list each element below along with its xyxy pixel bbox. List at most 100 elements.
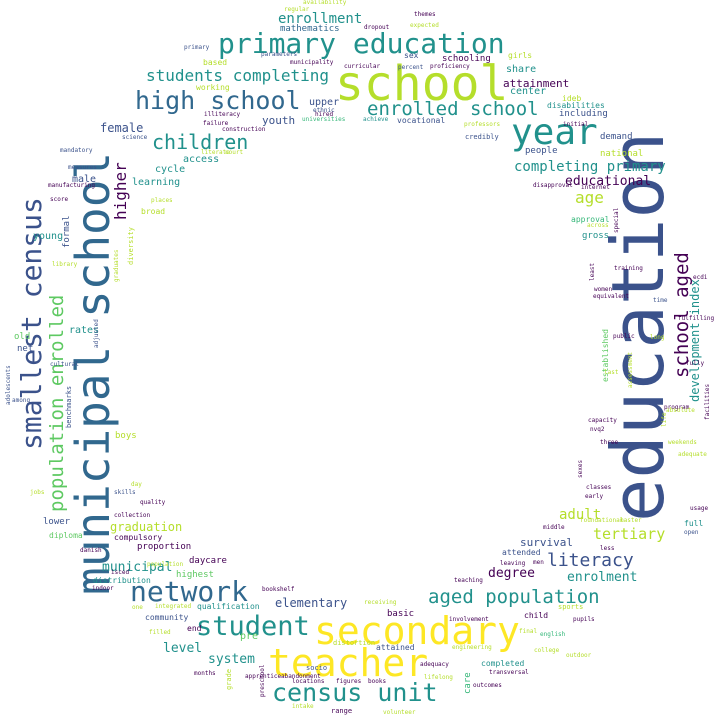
word: quality — [140, 499, 166, 506]
word: attainment — [503, 77, 570, 90]
word: share — [506, 64, 537, 75]
word: professors — [464, 121, 501, 128]
word: distortion — [333, 639, 376, 647]
word: student — [196, 611, 310, 642]
word: female — [100, 121, 144, 135]
word: disabilities — [547, 101, 605, 110]
word: time — [653, 297, 668, 304]
word: across — [587, 222, 609, 229]
word: final — [519, 628, 538, 635]
word: danish — [80, 547, 102, 554]
word: access — [183, 154, 220, 165]
word: program — [664, 404, 690, 411]
word: children — [152, 130, 249, 154]
word: literacy — [547, 550, 634, 571]
word: sexes — [577, 459, 584, 478]
word: outdoor — [566, 652, 592, 659]
word: collection — [114, 512, 151, 519]
word: rates — [69, 325, 100, 336]
word: adjusted — [93, 319, 100, 348]
word: women — [594, 286, 613, 293]
word: including — [559, 109, 608, 119]
word: involvement — [449, 616, 489, 623]
word: receiving — [364, 599, 397, 606]
word: development index — [688, 279, 702, 402]
word: old — [14, 332, 31, 342]
word: engineering — [452, 644, 492, 651]
word: weekends — [668, 439, 697, 446]
word: integrated — [155, 603, 192, 610]
word: expected — [410, 22, 439, 29]
word: schooling — [442, 54, 491, 64]
word: percent — [398, 64, 424, 71]
word: manufacturing — [48, 182, 95, 189]
word: locations — [292, 678, 325, 685]
word: among — [12, 397, 31, 404]
word: assessment — [627, 351, 634, 388]
word: census unit — [272, 678, 438, 707]
word: aged population — [428, 586, 600, 608]
word: adequate — [678, 451, 707, 458]
word: months — [194, 670, 216, 677]
word: age — [575, 188, 604, 207]
word: lifelong — [424, 674, 453, 681]
word: isced — [111, 569, 130, 576]
word: gross — [582, 231, 610, 241]
word: benchmarks — [65, 385, 73, 428]
word: demand — [600, 132, 633, 142]
word: measures — [68, 164, 97, 171]
word: universities — [302, 116, 346, 123]
word: nvq2 — [590, 426, 605, 433]
word: filled — [149, 629, 171, 636]
word: outcomes — [473, 682, 502, 689]
word: end — [187, 624, 202, 633]
word: one — [132, 604, 143, 611]
word: male — [72, 174, 97, 185]
word: mathematics — [280, 24, 340, 34]
word: places — [151, 197, 173, 204]
word: day — [131, 481, 142, 488]
word: diversity — [127, 227, 135, 265]
word: college — [534, 647, 560, 654]
word: abandonment — [281, 673, 321, 680]
word: men — [533, 559, 544, 566]
word: english — [540, 631, 566, 638]
word: child — [524, 611, 549, 620]
word: adult — [559, 507, 602, 523]
word: working — [196, 83, 230, 92]
word: disapproval — [533, 182, 573, 189]
word: dropout — [364, 24, 390, 31]
word: youth — [262, 114, 296, 127]
word: qualification — [197, 602, 260, 611]
word: school — [335, 56, 509, 112]
word: graduation — [110, 520, 183, 534]
word: less — [600, 545, 615, 552]
word: broad — [141, 207, 166, 216]
word: curricular — [344, 63, 381, 70]
word: range — [331, 707, 353, 715]
word: adequacy — [420, 661, 449, 668]
word: lower — [43, 517, 71, 527]
word: internet — [581, 184, 610, 191]
word: apprentice — [245, 673, 282, 680]
word: literate — [201, 149, 230, 156]
word: fully — [686, 360, 705, 367]
word: completed — [481, 659, 525, 668]
word: basic — [387, 609, 415, 619]
word: last — [604, 369, 619, 376]
word: sex — [404, 51, 419, 60]
word: enrolled school — [367, 98, 539, 120]
word: learning — [132, 177, 181, 188]
word: usage — [690, 505, 709, 512]
word: completing primary — [514, 159, 666, 175]
word: graduates — [113, 249, 120, 282]
word: educational — [565, 174, 652, 189]
word: grade — [225, 668, 233, 690]
word: primary education — [218, 27, 505, 60]
word: bookshelf — [262, 586, 295, 593]
word: intake — [292, 703, 314, 710]
word: illiteracy — [204, 111, 241, 118]
word: secondary — [314, 609, 520, 653]
word: care — [463, 672, 473, 694]
